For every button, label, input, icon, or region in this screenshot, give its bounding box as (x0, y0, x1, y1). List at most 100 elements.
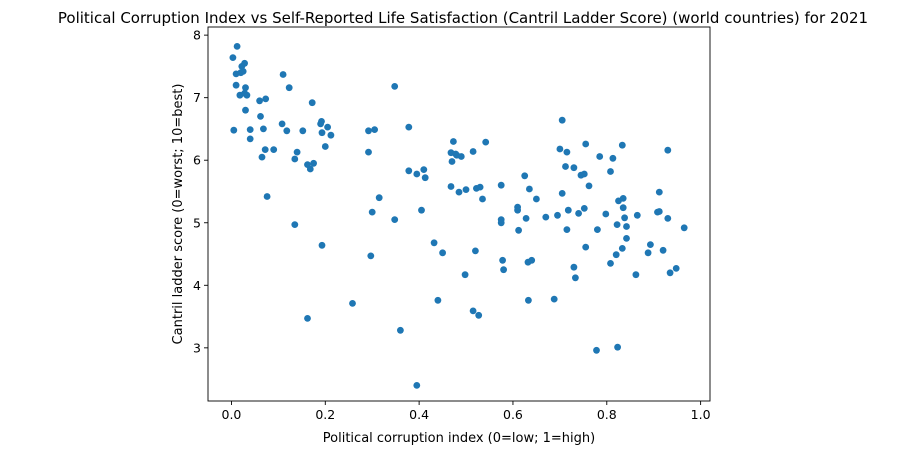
data-point (476, 183, 484, 191)
data-point (562, 163, 569, 170)
y-tick-label: 4 (193, 278, 201, 293)
data-point (609, 154, 617, 162)
data-point (664, 215, 672, 222)
data-point (526, 185, 533, 193)
data-point (318, 241, 326, 249)
data-point (246, 135, 254, 143)
data-point (632, 271, 640, 279)
data-point (365, 127, 372, 135)
data-point (430, 239, 438, 247)
data-point (241, 59, 249, 67)
x-tick-label: 0.2 (315, 407, 335, 422)
data-point (452, 150, 460, 158)
data-point (310, 159, 317, 167)
data-point (405, 123, 413, 131)
data-point (447, 183, 455, 190)
data-point (533, 195, 540, 203)
plot-frame (207, 26, 711, 402)
data-point (580, 205, 588, 212)
data-point (256, 97, 263, 105)
data-point (580, 170, 588, 178)
data-point (602, 210, 610, 218)
data-points (229, 43, 688, 389)
data-point (618, 245, 626, 252)
data-point (283, 127, 291, 135)
data-point (525, 296, 532, 304)
data-point (434, 296, 442, 304)
y-axis-ticks: 3 4 5 6 7 8 (193, 28, 208, 355)
data-point (623, 223, 630, 230)
data-point (279, 71, 287, 78)
x-tick-label: 0.4 (409, 407, 429, 422)
data-point (349, 300, 356, 307)
data-point (482, 138, 490, 146)
y-tick-label: 7 (193, 90, 201, 105)
y-tick-label: 5 (193, 215, 201, 230)
data-point (596, 153, 604, 160)
data-point (270, 146, 278, 154)
data-point (262, 95, 270, 103)
data-point (263, 193, 271, 200)
data-point (570, 263, 578, 271)
data-point (664, 146, 672, 154)
data-point (291, 221, 299, 229)
data-point (327, 131, 335, 139)
data-point (367, 252, 375, 260)
data-point (607, 168, 614, 175)
data-point (418, 206, 425, 214)
data-point (575, 210, 582, 217)
data-point (522, 215, 530, 222)
data-point (450, 138, 457, 145)
data-point (239, 68, 247, 75)
data-point (421, 174, 429, 182)
data-point (317, 120, 324, 128)
data-point (563, 226, 571, 234)
data-point (321, 143, 329, 150)
data-point (655, 208, 663, 215)
data-point (439, 249, 446, 257)
data-point (623, 235, 630, 242)
data-point (633, 211, 641, 219)
data-point (324, 123, 331, 131)
data-point (515, 226, 522, 234)
x-tick-label: 0.0 (222, 407, 242, 422)
data-point (308, 99, 316, 107)
data-point (514, 206, 521, 214)
data-point (257, 113, 264, 120)
data-point (607, 260, 614, 267)
data-point (497, 219, 505, 227)
data-point (550, 295, 558, 303)
data-point (278, 120, 286, 128)
data-point (469, 307, 477, 315)
data-point (365, 148, 372, 156)
data-point (613, 221, 621, 229)
data-point (585, 182, 593, 190)
data-point (680, 224, 688, 232)
data-point (659, 246, 667, 254)
data-point (306, 165, 314, 173)
x-axis-label: Political corruption index (0=low; 1=hig… (323, 431, 595, 446)
data-point (612, 251, 620, 259)
data-point (644, 249, 652, 257)
chart-title: Political Corruption Index vs Self-Repor… (58, 9, 868, 27)
data-point (479, 195, 486, 203)
data-point (528, 256, 536, 264)
y-tick-label: 3 (193, 340, 201, 355)
data-point (397, 326, 404, 334)
data-point (558, 116, 566, 124)
data-point (260, 125, 267, 133)
data-point (233, 43, 241, 50)
data-point (554, 211, 561, 219)
data-point (391, 83, 399, 90)
data-point (246, 126, 254, 133)
data-point (647, 241, 654, 249)
data-point (291, 155, 299, 163)
data-point (448, 158, 456, 165)
data-point (391, 216, 399, 224)
x-axis-ticks: 0.0 0.2 0.4 0.6 0.8 1.0 (222, 401, 711, 422)
data-point (232, 81, 240, 89)
data-point (563, 148, 571, 156)
data-point (462, 186, 470, 194)
data-point (293, 148, 301, 156)
y-axis-label: Cantril ladder score (0=worst; 10=best) (171, 84, 186, 345)
